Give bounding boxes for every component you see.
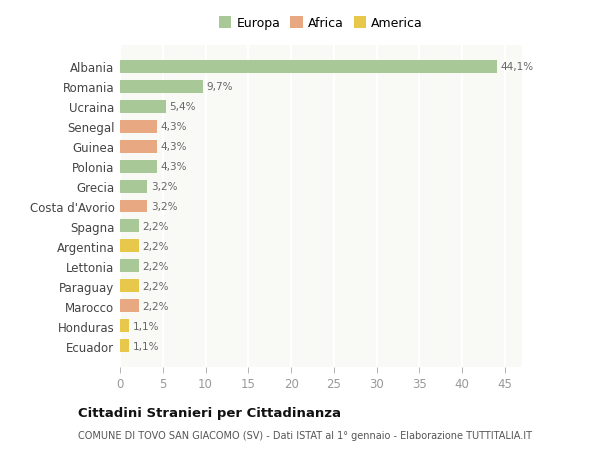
Text: 5,4%: 5,4% bbox=[170, 102, 196, 112]
Text: 2,2%: 2,2% bbox=[142, 241, 169, 252]
Text: 3,2%: 3,2% bbox=[151, 202, 177, 212]
Text: COMUNE DI TOVO SAN GIACOMO (SV) - Dati ISTAT al 1° gennaio - Elaborazione TUTTIT: COMUNE DI TOVO SAN GIACOMO (SV) - Dati I… bbox=[78, 430, 532, 440]
Bar bbox=[120, 220, 139, 233]
Text: 2,2%: 2,2% bbox=[142, 261, 169, 271]
Text: 1,1%: 1,1% bbox=[133, 341, 160, 351]
Bar bbox=[120, 320, 130, 333]
Bar bbox=[120, 200, 148, 213]
Bar bbox=[120, 120, 157, 133]
Text: 4,3%: 4,3% bbox=[160, 122, 187, 132]
Bar bbox=[120, 260, 139, 273]
Bar bbox=[120, 160, 157, 173]
Bar bbox=[120, 61, 497, 73]
Bar bbox=[120, 340, 130, 353]
Text: 2,2%: 2,2% bbox=[142, 222, 169, 231]
Text: 9,7%: 9,7% bbox=[206, 82, 233, 92]
Text: Cittadini Stranieri per Cittadinanza: Cittadini Stranieri per Cittadinanza bbox=[78, 406, 341, 419]
Text: 1,1%: 1,1% bbox=[133, 321, 160, 331]
Text: 3,2%: 3,2% bbox=[151, 182, 177, 191]
Text: 2,2%: 2,2% bbox=[142, 301, 169, 311]
Bar bbox=[120, 300, 139, 313]
Bar bbox=[120, 101, 166, 113]
Text: 2,2%: 2,2% bbox=[142, 281, 169, 291]
Text: 44,1%: 44,1% bbox=[500, 62, 534, 72]
Bar bbox=[120, 140, 157, 153]
Text: 4,3%: 4,3% bbox=[160, 142, 187, 152]
Legend: Europa, Africa, America: Europa, Africa, America bbox=[215, 14, 427, 34]
Bar bbox=[120, 280, 139, 293]
Bar bbox=[120, 240, 139, 253]
Text: 4,3%: 4,3% bbox=[160, 162, 187, 172]
Bar bbox=[120, 80, 203, 93]
Bar bbox=[120, 180, 148, 193]
